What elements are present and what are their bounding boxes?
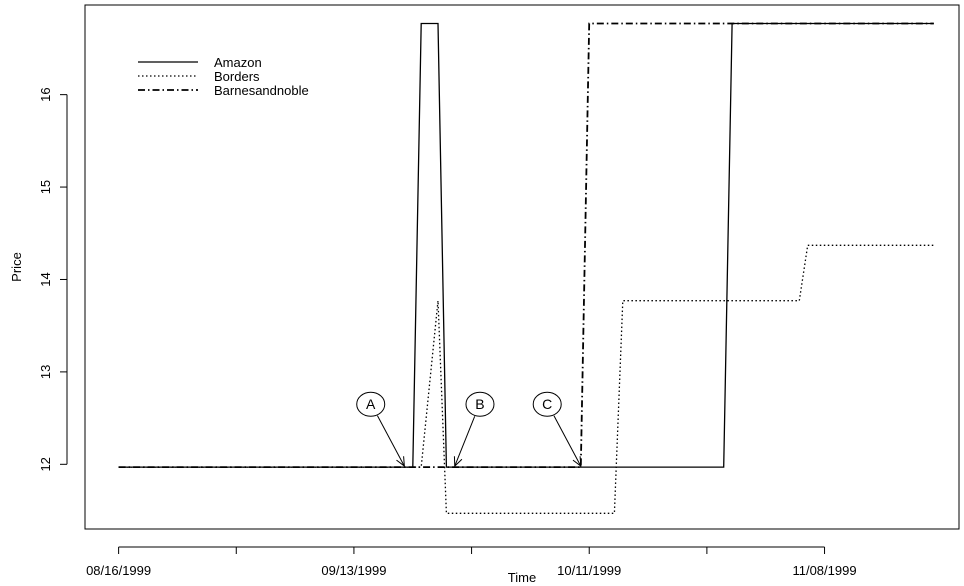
series-layer	[118, 22, 934, 514]
annotation-layer: A B C	[356, 391, 582, 468]
y-tick-label: 15	[38, 180, 53, 194]
x-axis: 08/16/1999 09/13/1999 10/11/1999 11/08/1999	[86, 546, 857, 578]
x-tick-label: 08/16/1999	[86, 563, 151, 578]
series-line-barnesandnoble	[118, 22, 934, 469]
x-tick-label: 09/13/1999	[321, 563, 386, 578]
x-axis-label: Time	[508, 570, 536, 585]
y-tick-label: 16	[38, 87, 53, 101]
y-tick-label: 12	[38, 457, 53, 471]
y-axis-label: Price	[9, 252, 24, 282]
annotation-arrow	[454, 416, 476, 467]
series-line-amazon	[118, 22, 934, 468]
legend-label-amazon: Amazon	[214, 55, 262, 70]
annotation-arrow	[553, 415, 582, 467]
series-line-borders	[118, 244, 934, 514]
y-tick-label: 14	[38, 272, 53, 286]
annotation-label: C	[542, 396, 552, 412]
annotation-arrow	[376, 415, 405, 467]
annotation-arrowhead	[396, 456, 405, 468]
annotation-circle	[356, 391, 386, 417]
x-tick-label: 10/11/1999	[557, 563, 621, 578]
annotation-arrowhead	[572, 456, 582, 468]
annotation-circle	[532, 391, 562, 417]
plot-frame	[84, 4, 960, 530]
annotation-b: B	[453, 391, 495, 468]
legend-label-borders: Borders	[214, 69, 260, 84]
y-axis: 12 13 14 15 16	[38, 87, 68, 472]
annotation-c: C	[532, 391, 582, 468]
annotation-a: A	[356, 391, 405, 468]
annotation-arrowhead	[453, 456, 463, 468]
legend-label-barnesandnoble: Barnesandnoble	[214, 83, 309, 98]
annotation-label: A	[366, 396, 376, 412]
annotation-label: B	[475, 396, 484, 412]
annotation-circle	[465, 391, 495, 417]
x-tick-label: 11/08/1999	[792, 563, 856, 578]
y-tick-label: 13	[38, 365, 53, 379]
